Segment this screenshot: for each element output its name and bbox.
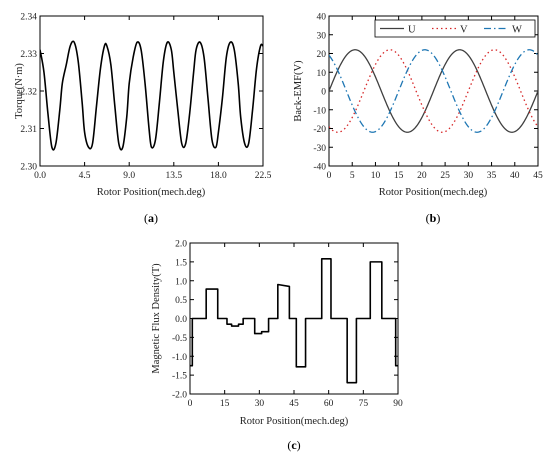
panel-letter: b	[430, 211, 437, 225]
x-tick-label: 9.0	[123, 171, 135, 181]
x-tick-label: 13.5	[165, 171, 182, 181]
x-tick-label: 15	[394, 171, 404, 181]
plot-area	[329, 49, 538, 133]
x-tick-label: 0	[327, 171, 332, 181]
y-tick-label: 0.5	[175, 296, 187, 306]
y-tick-label: -0.5	[172, 334, 187, 344]
y-axis-label: Torque(N·m)	[14, 63, 25, 119]
y-tick-label: 40	[317, 13, 327, 23]
y-tick-label: -30	[313, 144, 326, 154]
y-tick-label: -10	[313, 106, 326, 116]
y-tick-label: 20	[317, 50, 327, 60]
legend: U V W	[374, 19, 536, 38]
panel-label: (b)	[426, 211, 441, 225]
y-tick-label: -2.0	[172, 391, 187, 401]
plot-frame	[39, 15, 264, 167]
y-tick-label: 1.0	[175, 277, 187, 287]
x-tick-label: 4.5	[79, 171, 91, 181]
panel-letter: a	[148, 211, 154, 225]
plot-area	[190, 258, 398, 384]
y-tick-label: -1.0	[172, 353, 187, 363]
x-tick-label: 22.5	[255, 171, 272, 181]
y-axis-label: Back-EMF(V)	[293, 60, 304, 122]
x-axis-label: Rotor Position(mech.deg)	[379, 187, 488, 198]
y-tick-label: 2.32	[20, 88, 37, 98]
y-tick-label: 10	[317, 69, 327, 79]
series-line-c2	[190, 258, 398, 384]
panel-letter: c	[291, 438, 297, 452]
x-tick-label: 15	[220, 399, 230, 409]
x-tick-label: 10	[371, 171, 381, 181]
y-tick-label: 1.5	[175, 258, 187, 268]
y-tick-label: 0	[321, 88, 326, 98]
x-tick-label: 90	[393, 399, 403, 409]
y-axis-label: Magnetic Flux Density(T)	[151, 263, 162, 374]
y-tick-label: 2.33	[20, 50, 37, 60]
legend-label: U	[408, 25, 416, 36]
x-tick-label: 45	[533, 171, 543, 181]
x-tick-label: 0.0	[34, 171, 46, 181]
x-axis-label: Rotor Position(mech.deg)	[97, 187, 206, 198]
series-line-U	[329, 49, 538, 133]
y-tick-label: 2.0	[175, 240, 187, 250]
x-tick-label: 18.0	[210, 171, 227, 181]
panel-label: (c)	[287, 438, 300, 452]
series-line-V	[329, 49, 538, 133]
x-axis-label: Rotor Position(mech.deg)	[240, 416, 349, 427]
y-tick-label: -1.5	[172, 372, 187, 382]
chart-b: 0 5 10 15 20 25 30 35 40 45 -40 -30 -20 -10 0 10 20 30 40 R…	[293, 13, 543, 226]
plot-area	[40, 40, 263, 151]
x-tick-label: 35	[487, 171, 497, 181]
y-tick-label: -40	[313, 163, 326, 173]
legend-label: V	[460, 25, 468, 36]
x-tick-label: 20	[417, 171, 427, 181]
x-tick-label: 75	[359, 399, 369, 409]
x-tick-label: 60	[324, 399, 334, 409]
chart-a: 0.0 4.5 9.0 13.5 18.0 22.5 2.30 2.31 2.32 2.33 2.3…	[14, 13, 272, 226]
y-tick-label: 2.31	[20, 125, 37, 135]
y-tick-label: 2.34	[20, 13, 37, 23]
chart-c: 0 15 30 45 60 75 90 -2.0 -1.5 -1.0 -0.5 0.0 0.5 1.0 1.…	[151, 240, 403, 453]
x-tick-label: 25	[440, 171, 450, 181]
x-tick-label: 45	[289, 399, 299, 409]
y-tick-label: 0.0	[175, 315, 187, 325]
x-tick-label: 30	[464, 171, 474, 181]
y-tick-label: -20	[313, 125, 326, 135]
panel-label: (a)	[144, 211, 158, 225]
x-tick-label: 5	[350, 171, 355, 181]
y-tick-label: 30	[317, 31, 327, 41]
legend-label: W	[512, 25, 522, 36]
x-tick-label: 0	[188, 399, 193, 409]
series-line-c0	[40, 40, 263, 151]
y-tick-label: 2.30	[20, 163, 37, 173]
x-tick-label: 40	[510, 171, 520, 181]
x-tick-label: 30	[255, 399, 265, 409]
